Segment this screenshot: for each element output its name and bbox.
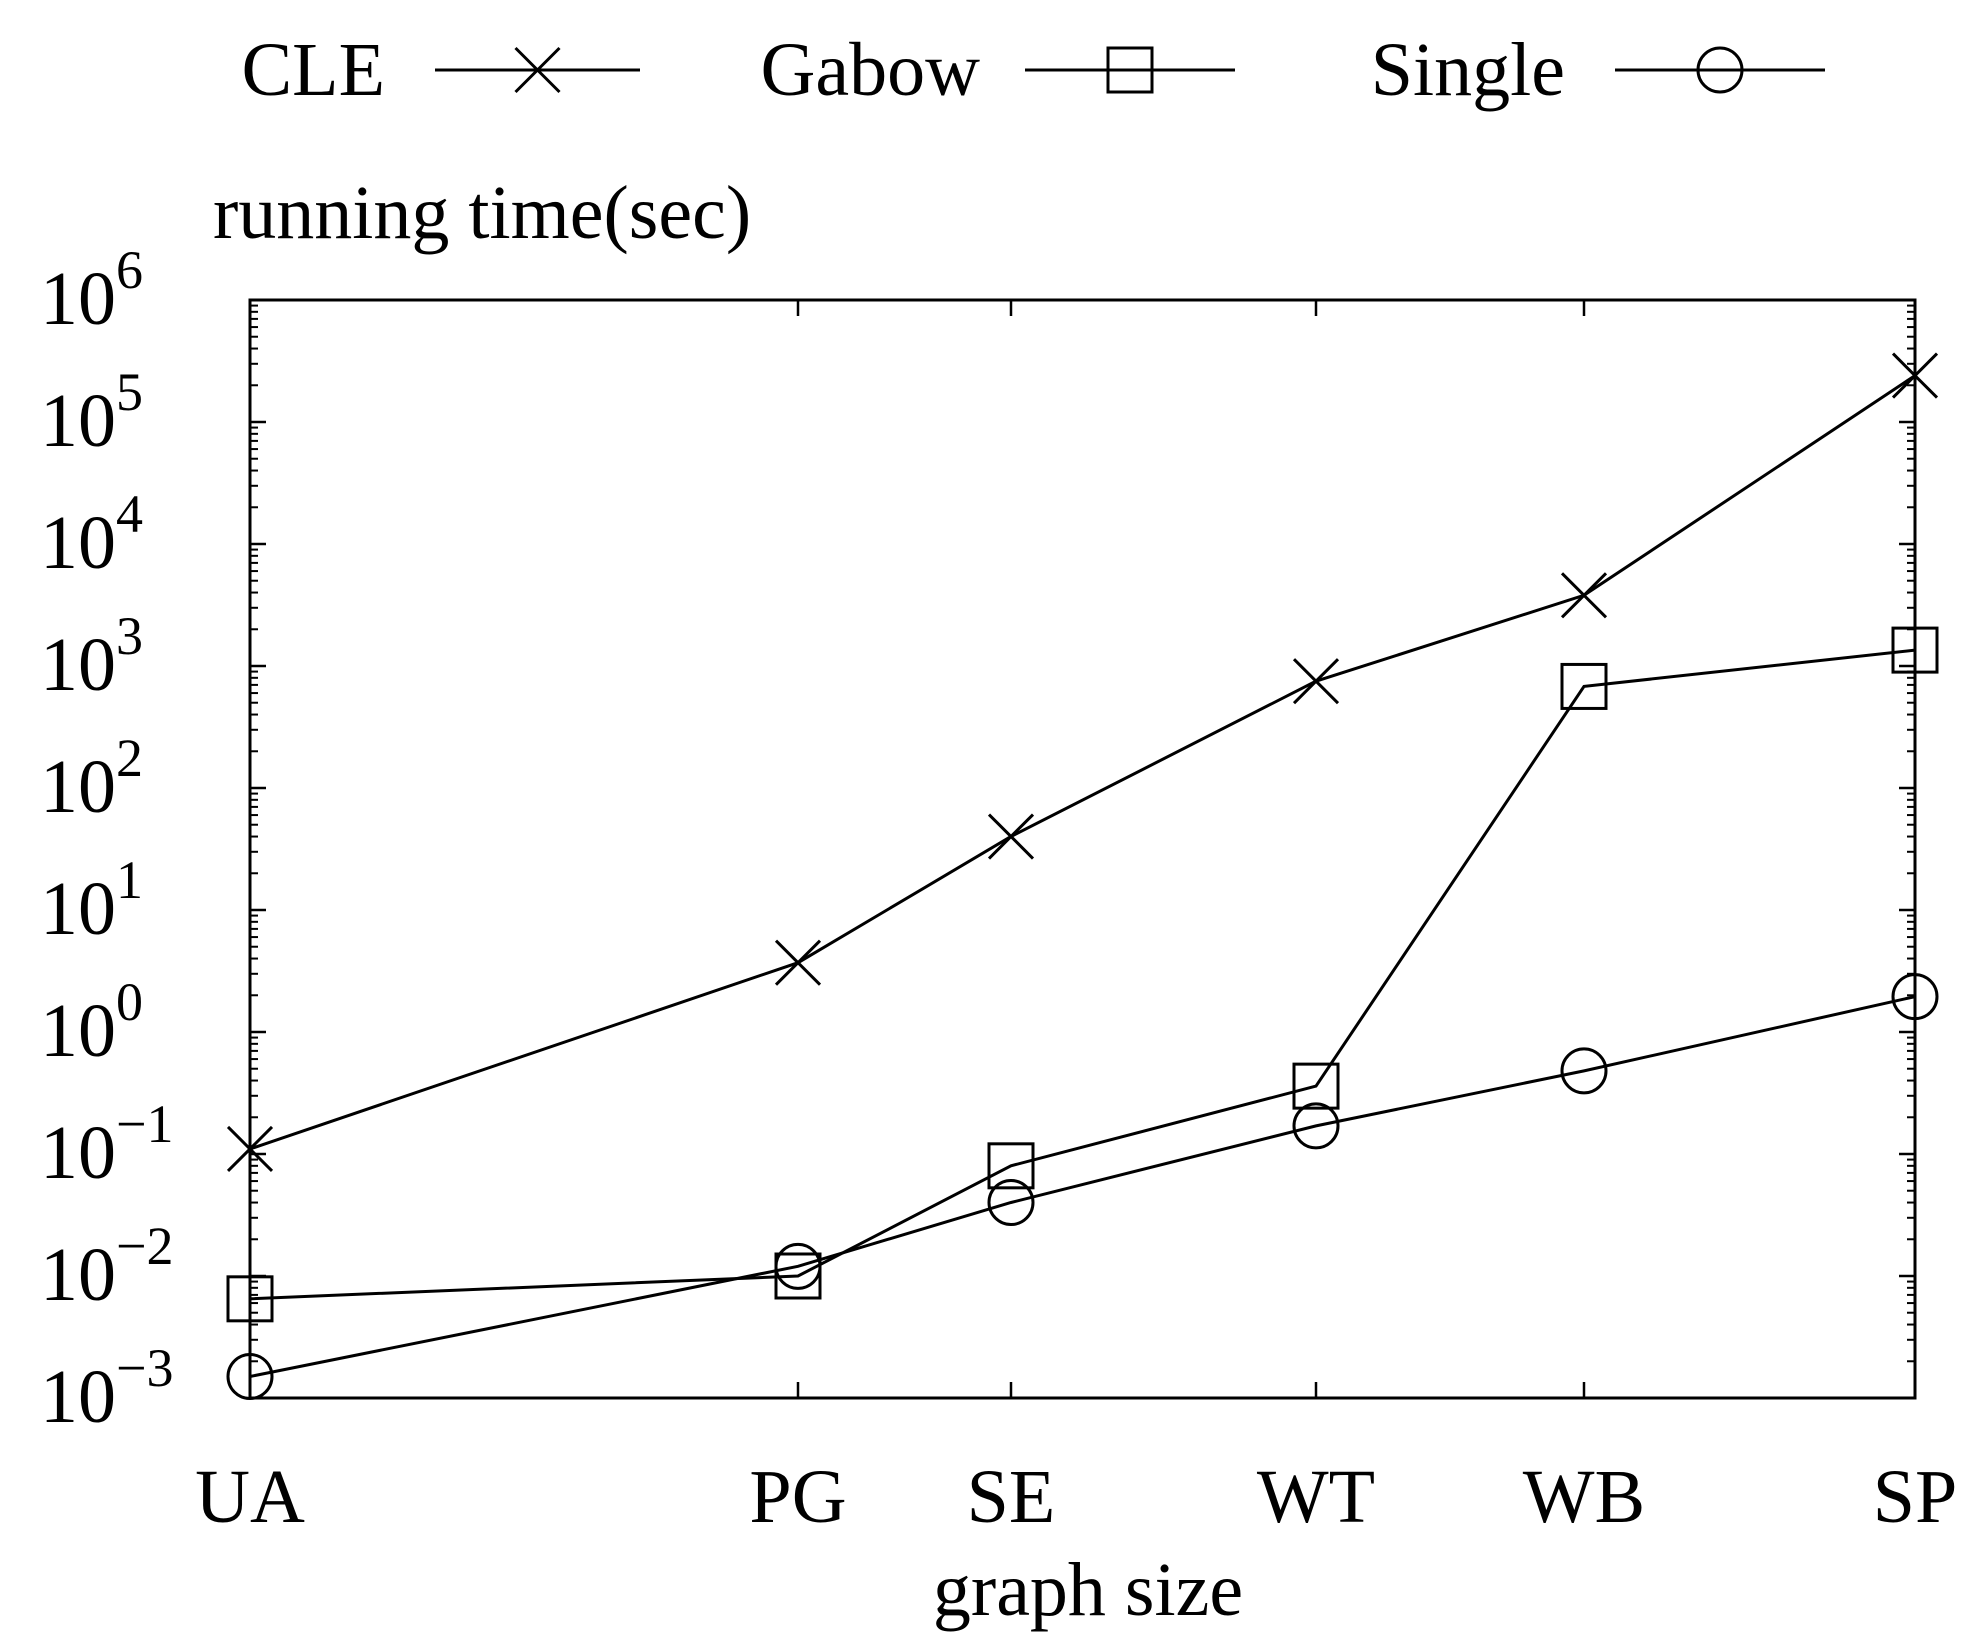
y-tick-exponent: 3 [116,606,143,666]
legend-marker-single [1696,46,1744,94]
series-gabow [226,626,1939,1323]
series-single [226,973,1939,1401]
x-axis: UA PG SE WT WB SP [195,300,1957,1539]
data-point-gabow [774,1252,822,1300]
series-line-cle [249,374,1916,1151]
x-axis-title: graph size [933,1548,1243,1632]
data-point-gabow [1292,1062,1340,1110]
legend-label: Gabow [760,28,980,112]
plot-frame [248,298,1917,1400]
y-tick-base: 10 [40,1355,116,1439]
y-tick-label: 106 [40,240,143,341]
x-tick-label: UA [195,1455,305,1539]
legend-item-gabow: Gabow [760,28,1235,112]
y-tick-base: 10 [40,379,116,463]
y-tick-exponent: −1 [116,1094,173,1154]
data-point-cle [987,813,1035,860]
plot-area [226,352,1939,1401]
y-tick-base: 10 [40,623,116,707]
data-point-gabow [1560,662,1608,710]
y-tick-label: 104 [40,484,143,585]
y-tick-label: 10−3 [40,1338,173,1439]
y-tick-base: 10 [40,745,116,829]
legend-marker-cle [514,46,561,94]
legend-item-cle: CLE [241,28,640,112]
x-tick-label: SE [967,1455,1056,1539]
data-point-cle [774,939,822,986]
data-point-single [1560,1047,1608,1095]
legend-marker-gabow [1106,46,1154,94]
y-tick-exponent: 2 [116,728,143,788]
y-tick-exponent: 0 [116,972,143,1032]
y-tick-exponent: −3 [116,1338,173,1398]
y-tick-label: 10−2 [40,1216,173,1317]
x-tick-label: WT [1257,1455,1375,1539]
y-tick-label: 100 [40,972,143,1073]
y-tick-label: 102 [40,728,143,829]
legend-label: Single [1371,28,1565,112]
x-tick-label: PG [749,1455,846,1539]
y-tick-exponent: 4 [116,484,143,544]
y-tick-base: 10 [40,257,116,341]
data-point-cle [1560,572,1608,619]
legend-label: CLE [241,28,385,112]
y-axis-title: running time(sec) [213,171,751,255]
legend: CLE Gabow Single [241,28,1825,112]
y-tick-label: 10−1 [40,1094,173,1195]
data-point-single [1292,1102,1340,1150]
series-cle [226,352,1939,1173]
data-point-single [987,1179,1035,1227]
x-tick-label: WB [1523,1455,1645,1539]
y-tick-label: 103 [40,606,143,707]
y-tick-base: 10 [40,989,116,1073]
x-tick-label: SP [1873,1455,1958,1539]
y-tick-label: 105 [40,362,143,463]
data-point-single [774,1242,822,1290]
y-tick-exponent: −2 [116,1216,173,1276]
legend-item-single: Single [1371,28,1825,112]
series-line-gabow [249,648,1916,1301]
data-point-gabow [987,1142,1035,1190]
y-tick-exponent: 6 [116,240,143,300]
y-tick-base: 10 [40,1111,116,1195]
series-line-single [249,995,1916,1378]
y-tick-exponent: 1 [116,850,143,910]
y-tick-exponent: 5 [116,362,143,422]
y-tick-base: 10 [40,1233,116,1317]
y-tick-base: 10 [40,867,116,951]
data-point-cle [1292,658,1340,705]
y-tick-label: 101 [40,850,143,951]
y-tick-base: 10 [40,501,116,585]
